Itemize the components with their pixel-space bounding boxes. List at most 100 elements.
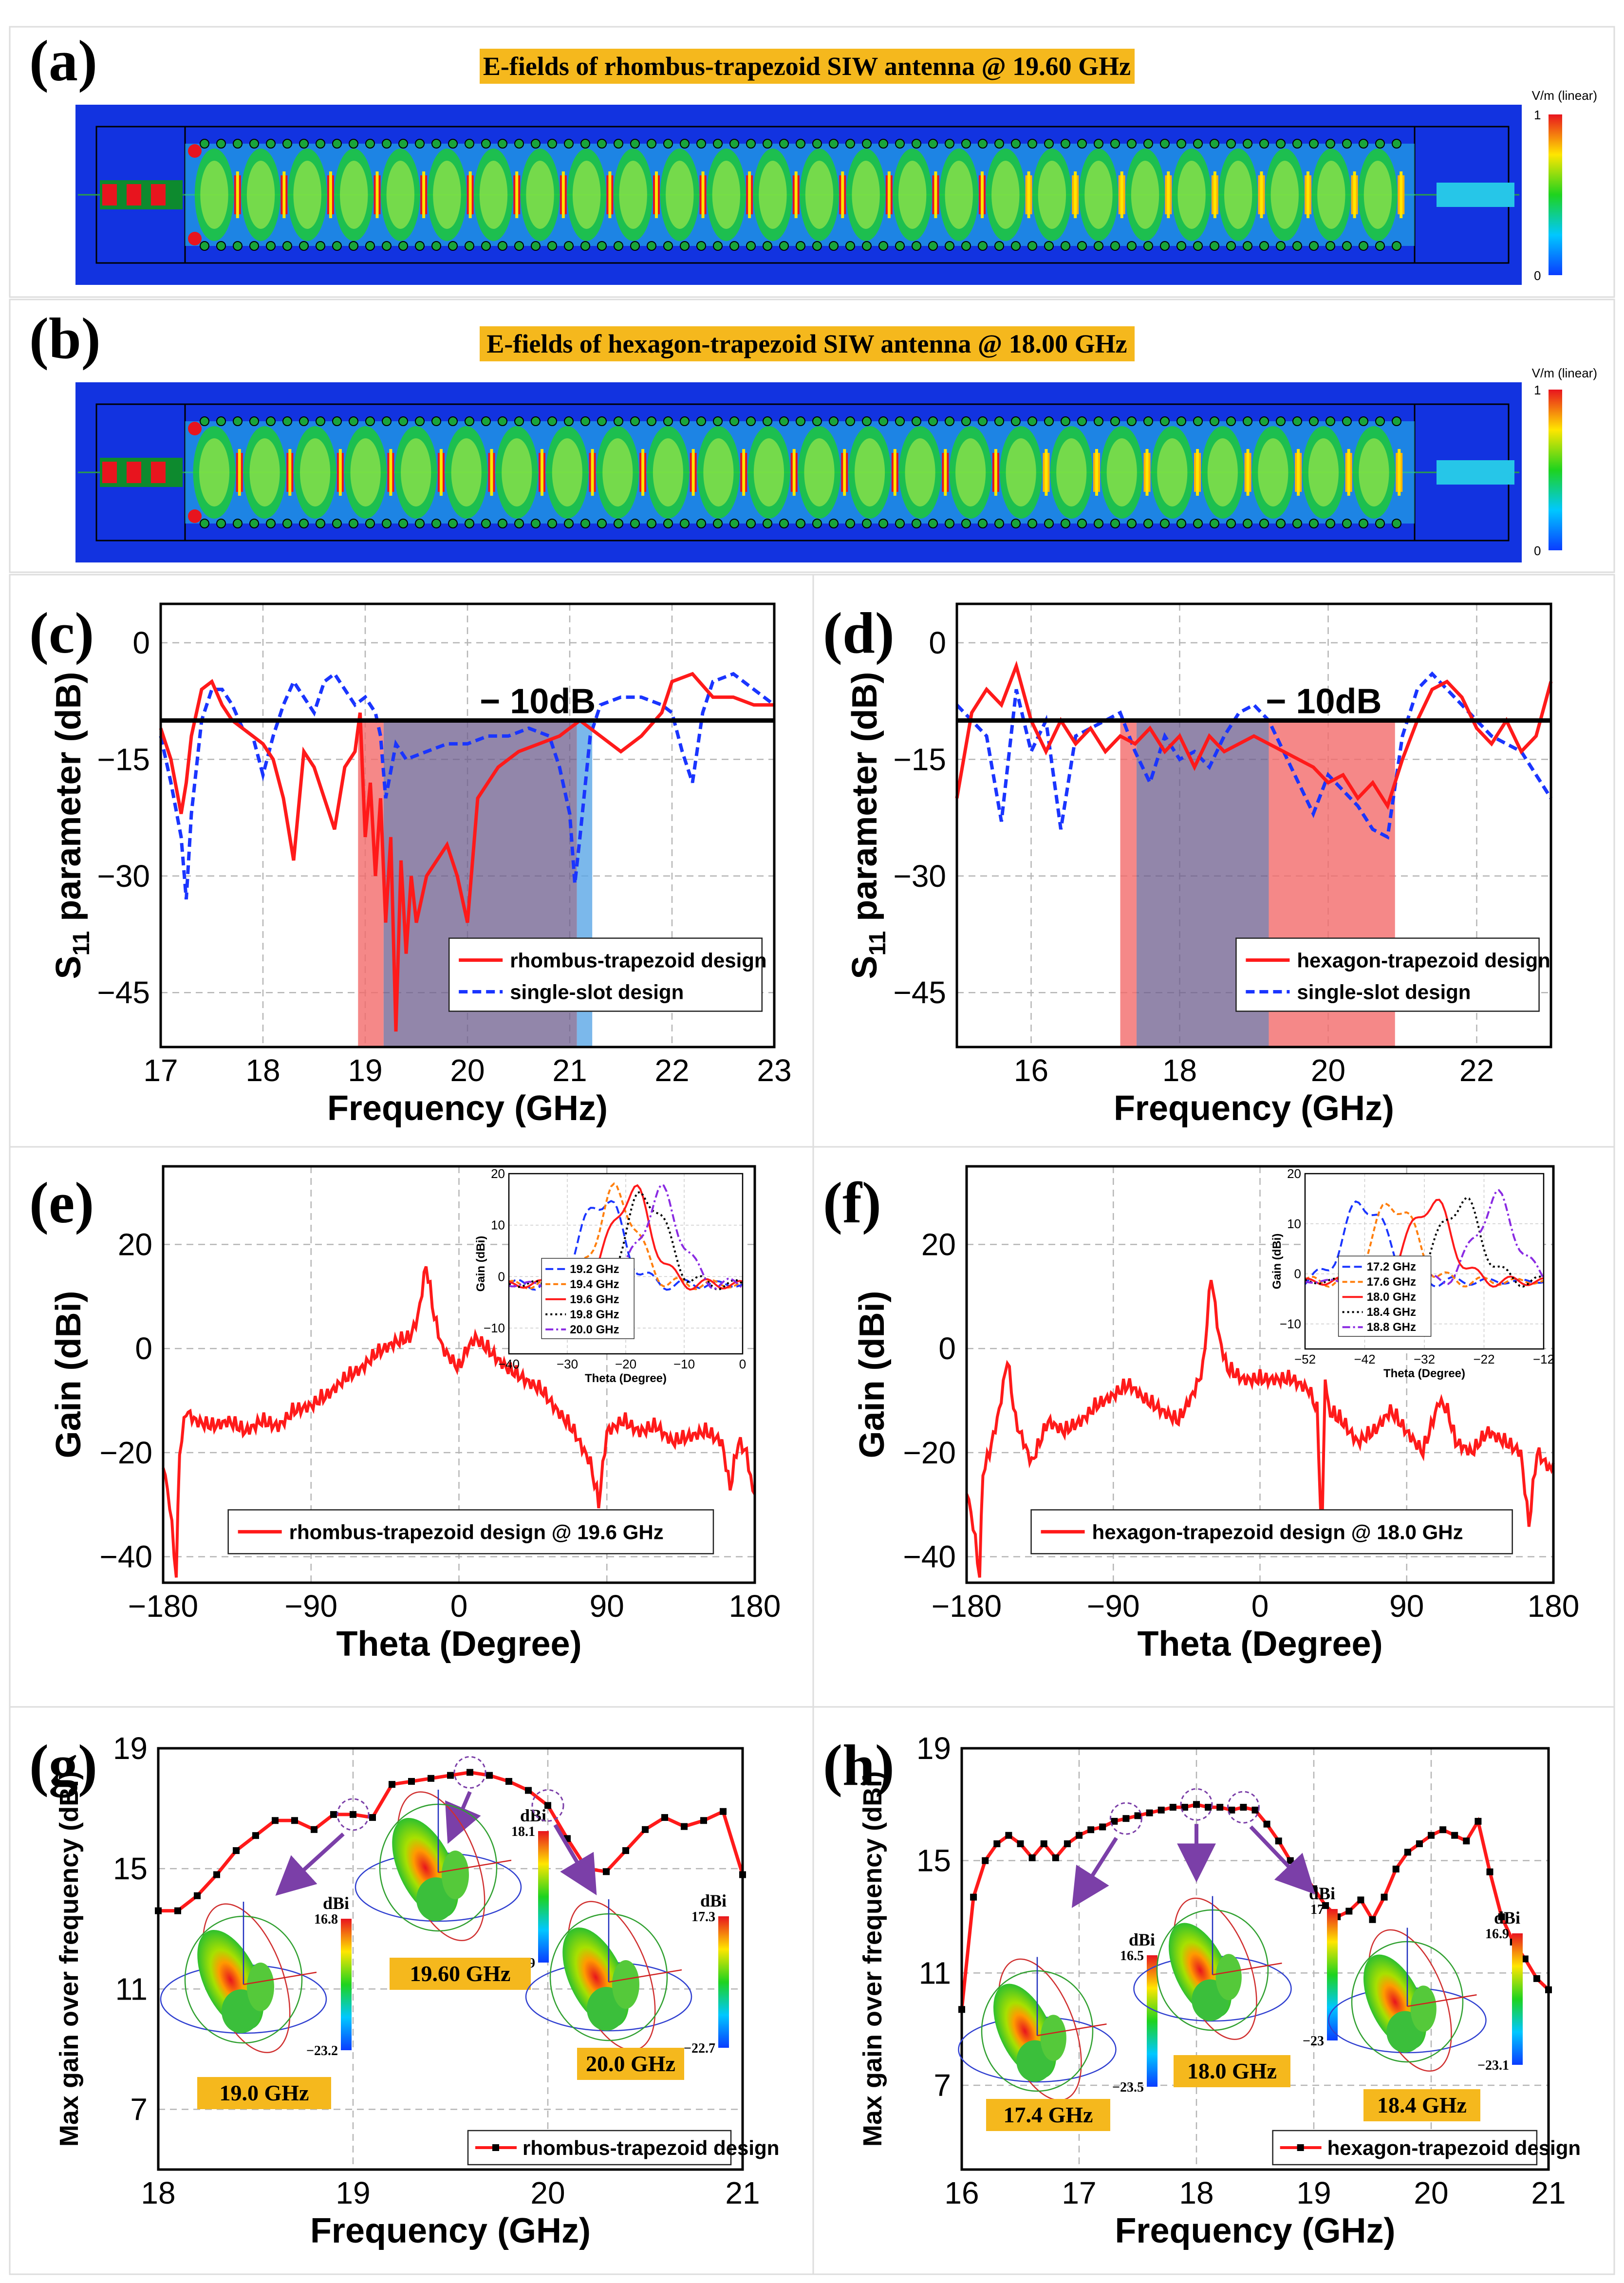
efield-via-bottom: [382, 241, 392, 251]
data-point-marker: [1028, 1854, 1036, 1861]
efield-via-bottom: [680, 519, 690, 528]
data-point-marker: [505, 1778, 512, 1785]
pattern-side-lobe: [1040, 2015, 1066, 2061]
freq-label: 19.60 GHz: [410, 1961, 511, 1986]
efield-via-top: [597, 416, 607, 426]
freq-label: 20.0 GHz: [586, 2051, 675, 2076]
pattern-cb-unit: dBi: [1494, 1908, 1520, 1927]
efield-via-top: [481, 139, 491, 149]
efield-lobe-core: [1359, 438, 1389, 506]
data-point-marker: [982, 1857, 989, 1864]
efield-via-bottom: [1011, 519, 1021, 528]
efield-via-top: [233, 416, 243, 426]
efield-slot: [1145, 449, 1149, 496]
efield-via-top: [266, 139, 276, 149]
efield-lobe-core: [1317, 161, 1345, 229]
efield-via-bottom: [1127, 241, 1137, 251]
x-tick-label: 0: [1251, 1589, 1269, 1624]
highlight-circle: [336, 1798, 370, 1831]
efield-via-bottom: [431, 519, 441, 528]
efield-via-top: [448, 139, 458, 149]
data-point-marker: [1040, 1840, 1047, 1848]
efield-via-top: [713, 139, 723, 149]
efield-via-bottom: [266, 519, 276, 528]
efield-via-bottom: [630, 241, 640, 251]
efield-lobe-core: [653, 438, 683, 506]
efield-via-top: [796, 139, 805, 149]
data-point-marker: [1005, 1832, 1012, 1839]
efield-feed-right: [1437, 460, 1514, 485]
efield-via-top: [1027, 416, 1037, 426]
y-tick-label: −20: [903, 1435, 956, 1470]
efield-lobe-core: [433, 161, 461, 229]
efield-lobe-core: [479, 161, 508, 229]
legend-box: [448, 937, 763, 1012]
efield-lobe-core: [1207, 438, 1238, 506]
efield-via-top: [365, 139, 375, 149]
efield-via-top: [1309, 139, 1319, 149]
data-point-marker: [1052, 1854, 1059, 1861]
inset-x-tick-label: 0: [739, 1357, 746, 1371]
efield-via-bottom: [597, 519, 607, 528]
chart-d-s11: 16 18 20 22 0 −15 −30 −45 − 10dB hexagon-trapezoi…: [845, 602, 1553, 1128]
efield-via-top: [1375, 139, 1385, 149]
x-tick-label: −90: [284, 1589, 337, 1624]
efield-via-bottom: [729, 519, 739, 528]
data-point-marker: [1486, 1868, 1493, 1875]
efield-via-bottom: [1061, 519, 1070, 528]
data-point-marker: [1463, 1837, 1470, 1845]
efield-via-top: [961, 139, 971, 149]
efield-slot: [422, 171, 426, 218]
efield-via-bottom: [282, 241, 292, 251]
efield-slot: [934, 171, 937, 218]
inset-y-tick-label: 20: [1287, 1166, 1301, 1181]
legend-label-design: hexagon-trapezoid design: [1297, 949, 1550, 972]
efield-via-top: [630, 139, 640, 149]
efield-via-bottom: [233, 241, 243, 251]
efield-slot: [1246, 449, 1250, 496]
efield-slot: [1307, 171, 1310, 218]
efield-lobe-core: [451, 438, 482, 506]
x-tick-label: 18: [1162, 1053, 1197, 1088]
y-tick-label: 19: [113, 1731, 148, 1766]
efield-via-top: [216, 416, 226, 426]
data-point-marker: [1134, 1812, 1141, 1819]
efield-via-bottom: [465, 519, 474, 528]
y-tick-label: 11: [115, 1971, 148, 2006]
series-max-gain: [960, 1802, 1550, 2010]
efield-slot: [1027, 171, 1030, 218]
efield-via-top: [729, 416, 739, 426]
efield-via-bottom: [729, 241, 739, 251]
y-axis-label: S11 parameter (dB): [845, 672, 891, 979]
efield-via-top: [431, 139, 441, 149]
efield-slot: [541, 449, 544, 496]
freq-label: 18.0 GHz: [1187, 2058, 1277, 2083]
efield-via-top: [1259, 139, 1269, 149]
efield-slot: [944, 449, 947, 496]
efield-via-top: [961, 416, 971, 426]
panel-a-cb-max: 1: [1534, 108, 1541, 122]
efield-via-bottom: [1193, 519, 1203, 528]
efield-via-top: [1276, 139, 1286, 149]
x-tick-label: 17: [143, 1053, 178, 1088]
efield-via-bottom: [514, 519, 524, 528]
data-point-marker: [1111, 1817, 1118, 1825]
inset-legend-label: 18.8 GHz: [1367, 1321, 1416, 1334]
data-point-marker: [642, 1826, 649, 1833]
data-point-marker: [1345, 1908, 1353, 1915]
efield-via-top: [1061, 416, 1070, 426]
data-point-marker: [1169, 1804, 1176, 1811]
efield-via-top: [729, 139, 739, 149]
panel-b-cb-min: 0: [1534, 543, 1541, 558]
x-axis-label: Theta (Degree): [336, 1625, 581, 1664]
efield-via-bottom: [862, 519, 872, 528]
efield-via-top: [1292, 139, 1302, 149]
efield-slot: [375, 171, 379, 218]
efield-via-top: [614, 416, 623, 426]
pattern-side-lobe: [1410, 1985, 1437, 2032]
efield-via-bottom: [431, 241, 441, 251]
inset-x-tick-label: −52: [1294, 1352, 1316, 1366]
highlight-circle: [531, 1789, 564, 1822]
efield-via-bottom: [1243, 241, 1252, 251]
efield-via-bottom: [696, 241, 706, 251]
